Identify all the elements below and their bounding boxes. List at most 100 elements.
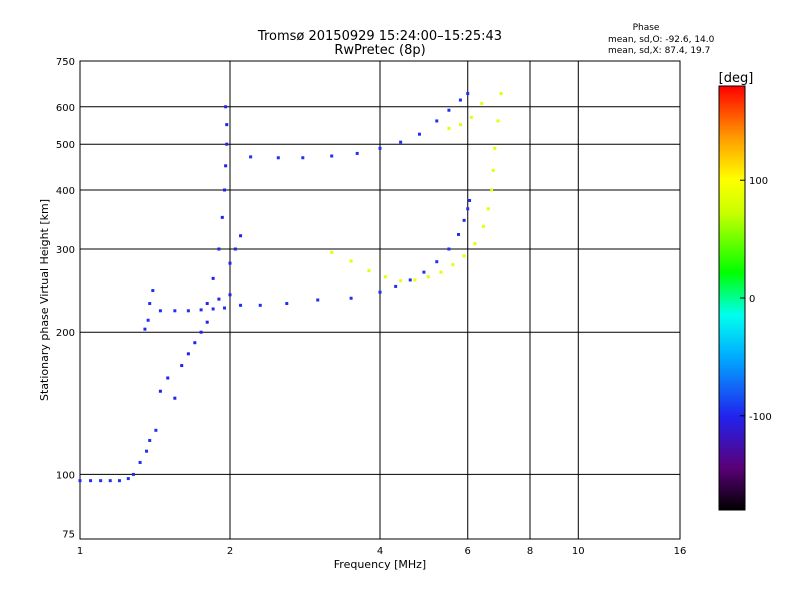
x-axis-label: Frequency [MHz] (334, 558, 426, 571)
data-point-series-1 (462, 218, 466, 222)
grid-lines (80, 61, 680, 539)
data-point-series-1 (148, 302, 152, 306)
y-tick-label: 200 (56, 328, 75, 339)
data-point-series-1 (422, 270, 426, 274)
data-point-series-1 (316, 298, 320, 302)
data-point-series-1 (199, 308, 203, 312)
data-point-series-3 (330, 250, 334, 254)
y-tick-label: 300 (56, 245, 75, 256)
y-tick-label: 600 (56, 103, 75, 114)
data-point-series-1 (408, 278, 412, 282)
data-point-series-1 (145, 449, 149, 453)
data-point-series-2 (239, 234, 243, 238)
data-point-series-3 (439, 270, 443, 274)
data-point-series-3 (473, 242, 477, 246)
colorbar-tick-label: -100 (749, 412, 772, 423)
data-point-series-3 (451, 263, 455, 267)
colorbar-tick-label: 100 (749, 176, 768, 187)
data-point-series-1 (458, 98, 462, 102)
data-point-series-1 (285, 302, 289, 306)
data-point-series-1 (330, 154, 334, 158)
data-point-series-1 (151, 289, 155, 293)
data-point-series-1 (143, 327, 147, 331)
data-point-series-2 (223, 188, 227, 192)
data-point-series-3 (490, 188, 494, 192)
data-point-series-2 (199, 330, 203, 334)
data-point-series-2 (158, 389, 162, 393)
x-tick-label: 6 (465, 546, 471, 557)
data-point-series-3 (413, 278, 417, 282)
data-point-series-1 (138, 460, 142, 464)
x-tick-label: 8 (527, 546, 533, 557)
data-point-series-2 (205, 320, 209, 324)
data-point-series-2 (228, 293, 232, 297)
data-point-series-3 (493, 146, 497, 150)
data-point-series-1 (457, 232, 461, 236)
data-point-series-1 (89, 479, 93, 483)
data-point-series-1 (158, 309, 162, 313)
axis-ticks: 1 2 4 6 8 10 16 75 100 200 300 400 500 600 750 (56, 57, 686, 557)
data-point-series-1 (126, 477, 130, 481)
data-point-series-2 (166, 376, 170, 380)
data-point-series-3 (426, 275, 430, 279)
data-point-series-3 (499, 92, 503, 96)
data-point-series-1 (378, 290, 382, 294)
data-point-series-3 (399, 279, 403, 283)
data-point-series-1 (468, 199, 472, 203)
data-point-series-2 (180, 364, 184, 368)
x-tick-label: 16 (674, 546, 687, 557)
data-point-series-2 (173, 396, 177, 400)
data-point-series-1 (146, 318, 150, 322)
data-point-series-3 (481, 224, 485, 228)
data-point-series-3 (447, 126, 451, 130)
x-tick-label: 2 (227, 546, 233, 557)
data-point-series-1 (466, 92, 470, 96)
data-point-series-1 (349, 296, 353, 300)
data-point-series-3 (496, 119, 500, 123)
colorbar-ticks: 100 0 -100 (740, 176, 772, 423)
data-point-series-1 (447, 247, 451, 251)
data-point-series-2 (225, 123, 229, 127)
x-tick-label: 4 (377, 546, 383, 557)
data-point-series-2 (225, 142, 229, 146)
data-point-series-1 (435, 119, 439, 123)
y-tick-label: 400 (56, 186, 75, 197)
data-point-series-1 (301, 156, 305, 160)
data-point-series-3 (383, 275, 387, 279)
chart-subtitle: RwPretec (8p) (334, 43, 425, 58)
data-point-series-1 (211, 307, 215, 311)
data-point-series-1 (399, 140, 403, 144)
data-point-series-2 (186, 352, 190, 356)
data-point-series-2 (224, 164, 228, 168)
data-point-series-1 (223, 306, 227, 310)
data-point-series-1 (99, 479, 103, 483)
x-tick-label: 1 (77, 546, 83, 557)
data-point-series-1 (417, 132, 421, 136)
phase-stats-o: mean, sd,O: -92.6, 14.0 (608, 35, 715, 45)
data-point-series-3 (349, 259, 353, 263)
data-point-series-1 (249, 155, 253, 159)
y-tick-label: 75 (62, 529, 75, 540)
data-point-series-1 (378, 146, 382, 150)
data-point-series-3 (480, 101, 484, 105)
data-point-series-1 (394, 284, 398, 288)
data-point-series-1 (154, 428, 158, 432)
data-point-series-1 (173, 309, 177, 313)
data-point-series-1 (258, 303, 262, 307)
data-point-series-1 (276, 156, 280, 160)
data-point-series-1 (239, 303, 243, 307)
y-axis-label: Stationary phase Virtual Height [km] (38, 199, 51, 401)
data-point-series-1 (148, 438, 152, 442)
data-point-series-3 (491, 168, 495, 172)
data-point-series-1 (186, 309, 190, 313)
data-point-series-1 (435, 260, 439, 264)
data-point-series-1 (355, 151, 359, 155)
data-point-series-3 (462, 254, 466, 258)
y-tick-label: 750 (56, 57, 75, 68)
data-point-series-1 (466, 207, 470, 211)
data-point-series-1 (108, 479, 112, 483)
data-point-series-2 (217, 247, 221, 251)
data-point-series-2 (224, 105, 228, 109)
data-point-series-1 (131, 472, 135, 476)
data-point-series-2 (193, 341, 197, 345)
